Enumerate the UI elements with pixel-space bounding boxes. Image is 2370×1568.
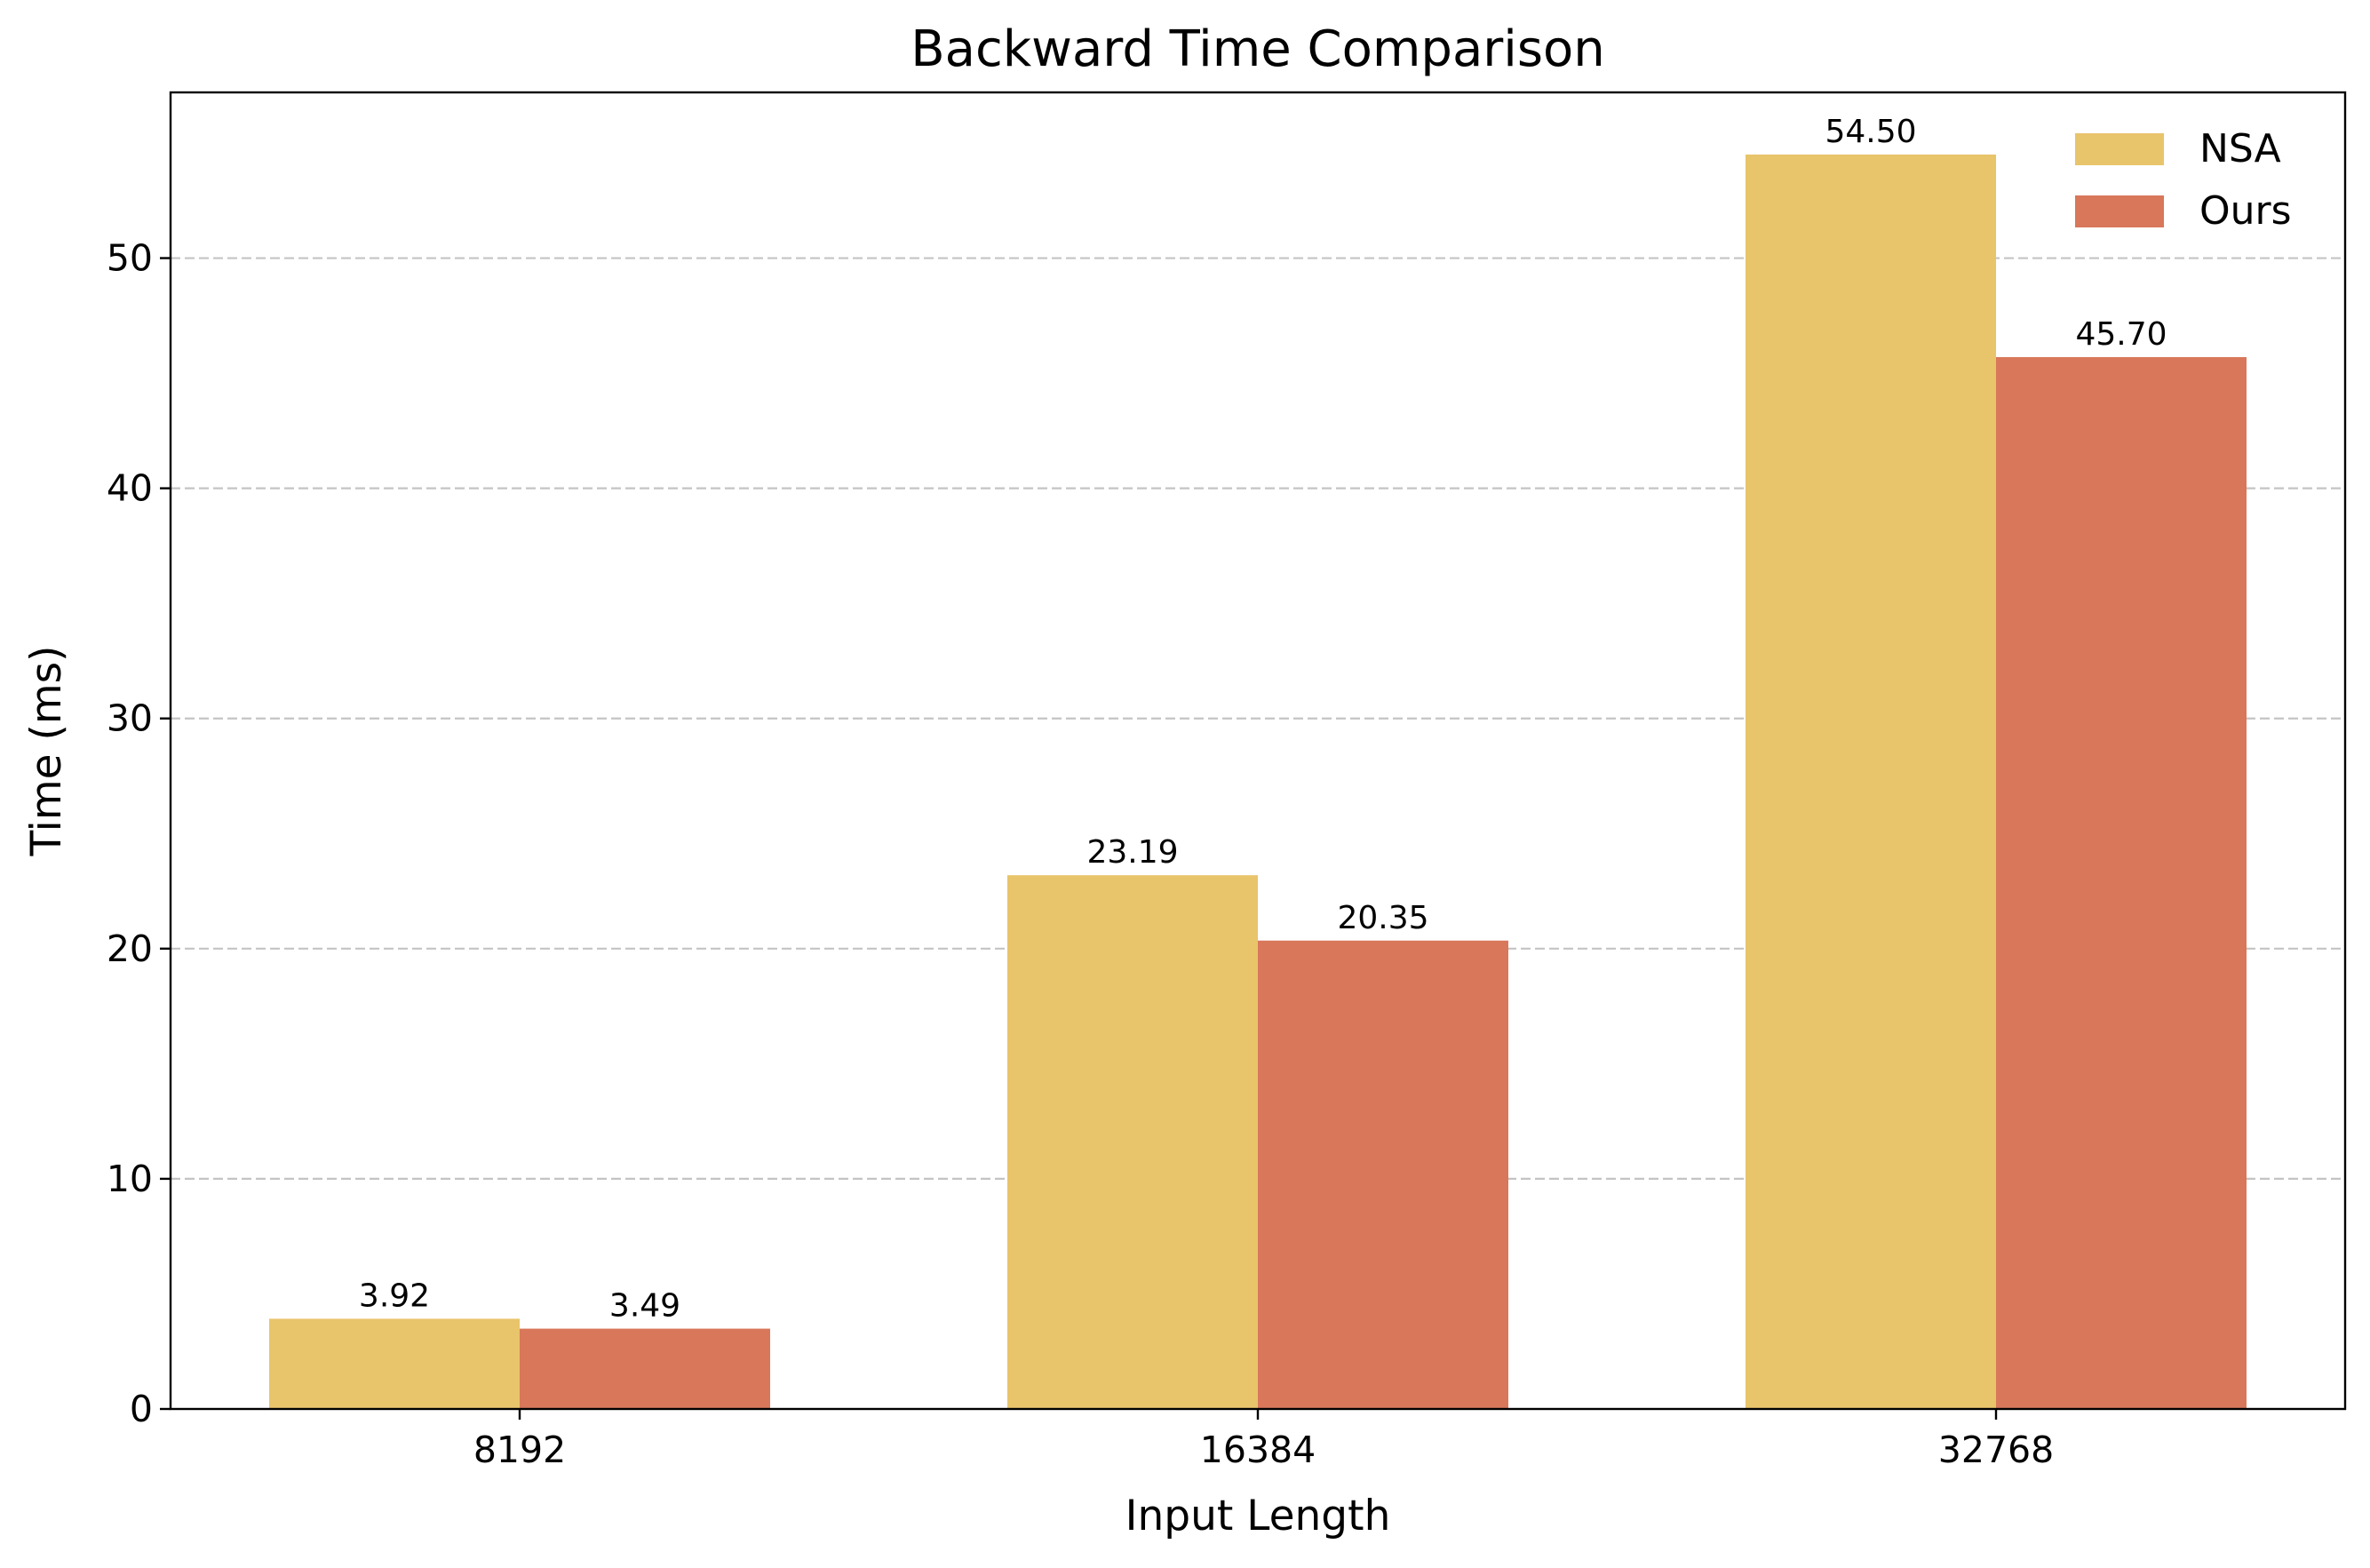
- x-axis-ticks: 8192 16384 32768: [473, 1409, 2054, 1471]
- value-label: 54.50: [1825, 114, 1916, 150]
- y-axis-ticks: 0 10 20 30 40 50: [107, 237, 171, 1430]
- y-tick-label: 50: [107, 237, 153, 280]
- y-tick-label: 20: [107, 927, 153, 970]
- y-tick-label: 30: [107, 697, 153, 740]
- value-label: 45.70: [2075, 316, 2167, 353]
- bar-nsa-16384: [1007, 875, 1258, 1409]
- bar-nsa-32768: [1746, 154, 1996, 1409]
- bars: [269, 154, 2247, 1409]
- legend-label: NSA: [2199, 126, 2281, 171]
- bar-ours-8192: [520, 1328, 770, 1409]
- value-label: 3.92: [359, 1277, 430, 1314]
- x-tick-label: 16384: [1200, 1429, 1316, 1471]
- x-tick-label: 32768: [1938, 1429, 2054, 1471]
- y-tick-label: 0: [130, 1388, 153, 1430]
- bar-ours-32768: [1996, 356, 2247, 1409]
- value-label: 20.35: [1337, 900, 1428, 936]
- value-labels: 3.92 23.19 54.50 3.49 20.35 45.70: [359, 114, 2167, 1325]
- legend-label: Ours: [2199, 188, 2292, 234]
- legend: NSA Ours: [2075, 126, 2292, 234]
- bar-ours-16384: [1258, 940, 1508, 1409]
- x-tick-label: 8192: [473, 1429, 566, 1471]
- value-label: 3.49: [609, 1288, 680, 1325]
- legend-swatch-nsa: [2075, 133, 2164, 165]
- legend-swatch-ours: [2075, 195, 2164, 227]
- bar-nsa-8192: [269, 1318, 520, 1409]
- chart-title: Backward Time Comparison: [911, 20, 1605, 78]
- value-label: 23.19: [1086, 834, 1178, 871]
- y-tick-label: 40: [107, 467, 153, 510]
- x-axis-label: Input Length: [1125, 1492, 1391, 1540]
- y-tick-label: 10: [107, 1158, 153, 1200]
- y-axis-label: Time (ms): [22, 646, 71, 857]
